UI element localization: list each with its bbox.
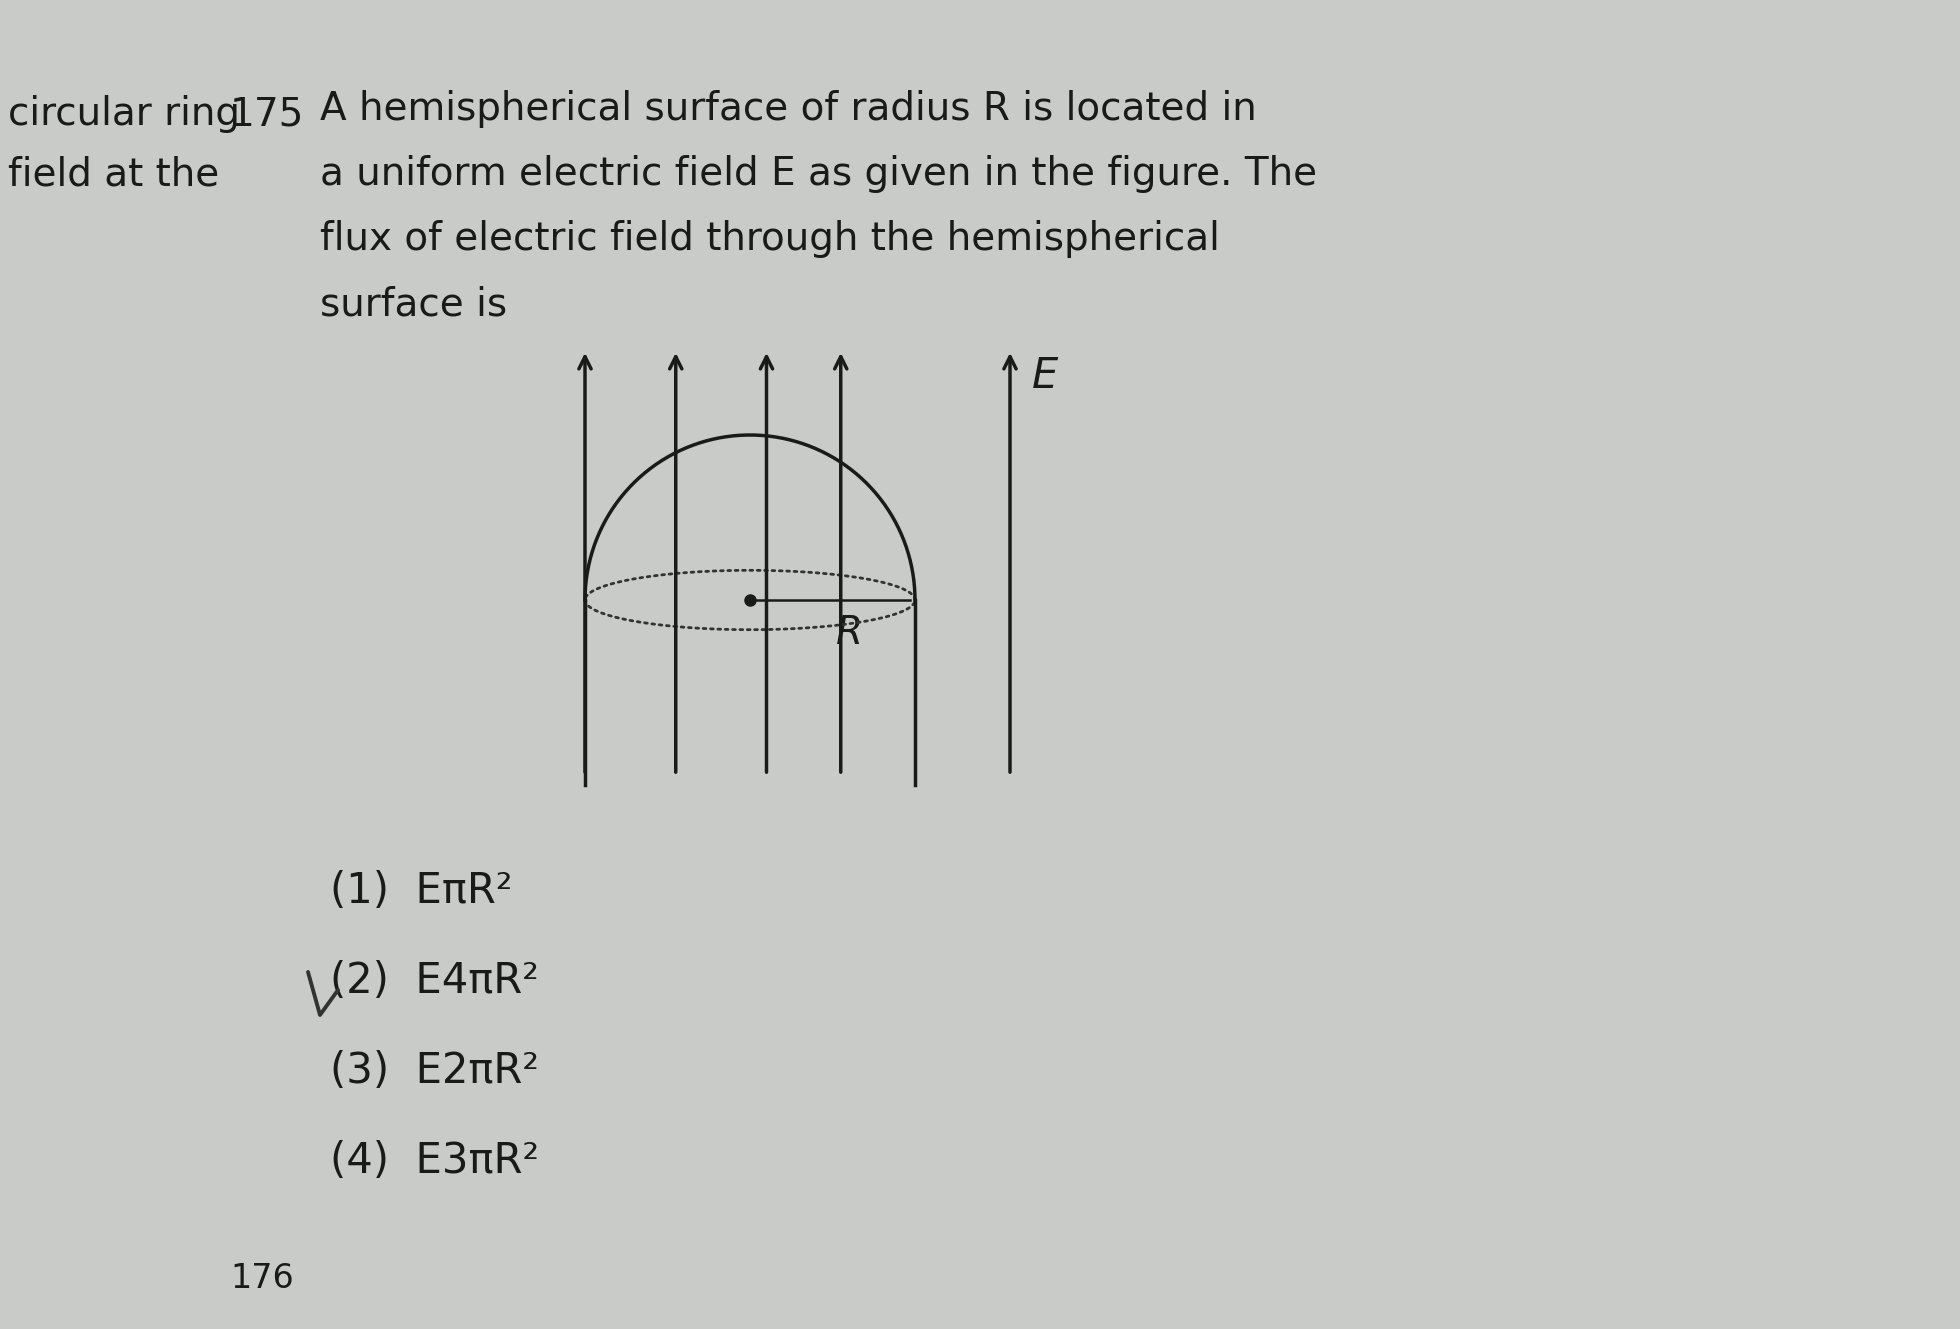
Text: E: E [1033, 355, 1058, 397]
Text: 176: 176 [229, 1263, 294, 1294]
Text: field at the: field at the [8, 155, 220, 193]
Text: flux of electric field through the hemispherical: flux of electric field through the hemis… [319, 221, 1219, 258]
Text: surface is: surface is [319, 284, 508, 323]
Text: 175: 175 [229, 94, 304, 133]
Text: circular ring: circular ring [8, 94, 239, 133]
Text: (1)  EπR²: (1) EπR² [329, 870, 512, 912]
Text: (4)  E3πR²: (4) E3πR² [329, 1140, 539, 1181]
Text: A hemispherical surface of radius R is located in: A hemispherical surface of radius R is l… [319, 90, 1256, 128]
Text: a uniform electric field E as given in the figure. The: a uniform electric field E as given in t… [319, 155, 1317, 193]
Text: (3)  E2πR²: (3) E2πR² [329, 1050, 539, 1092]
Text: (2)  E4πR²: (2) E4πR² [329, 960, 539, 1002]
Text: R: R [835, 614, 862, 653]
